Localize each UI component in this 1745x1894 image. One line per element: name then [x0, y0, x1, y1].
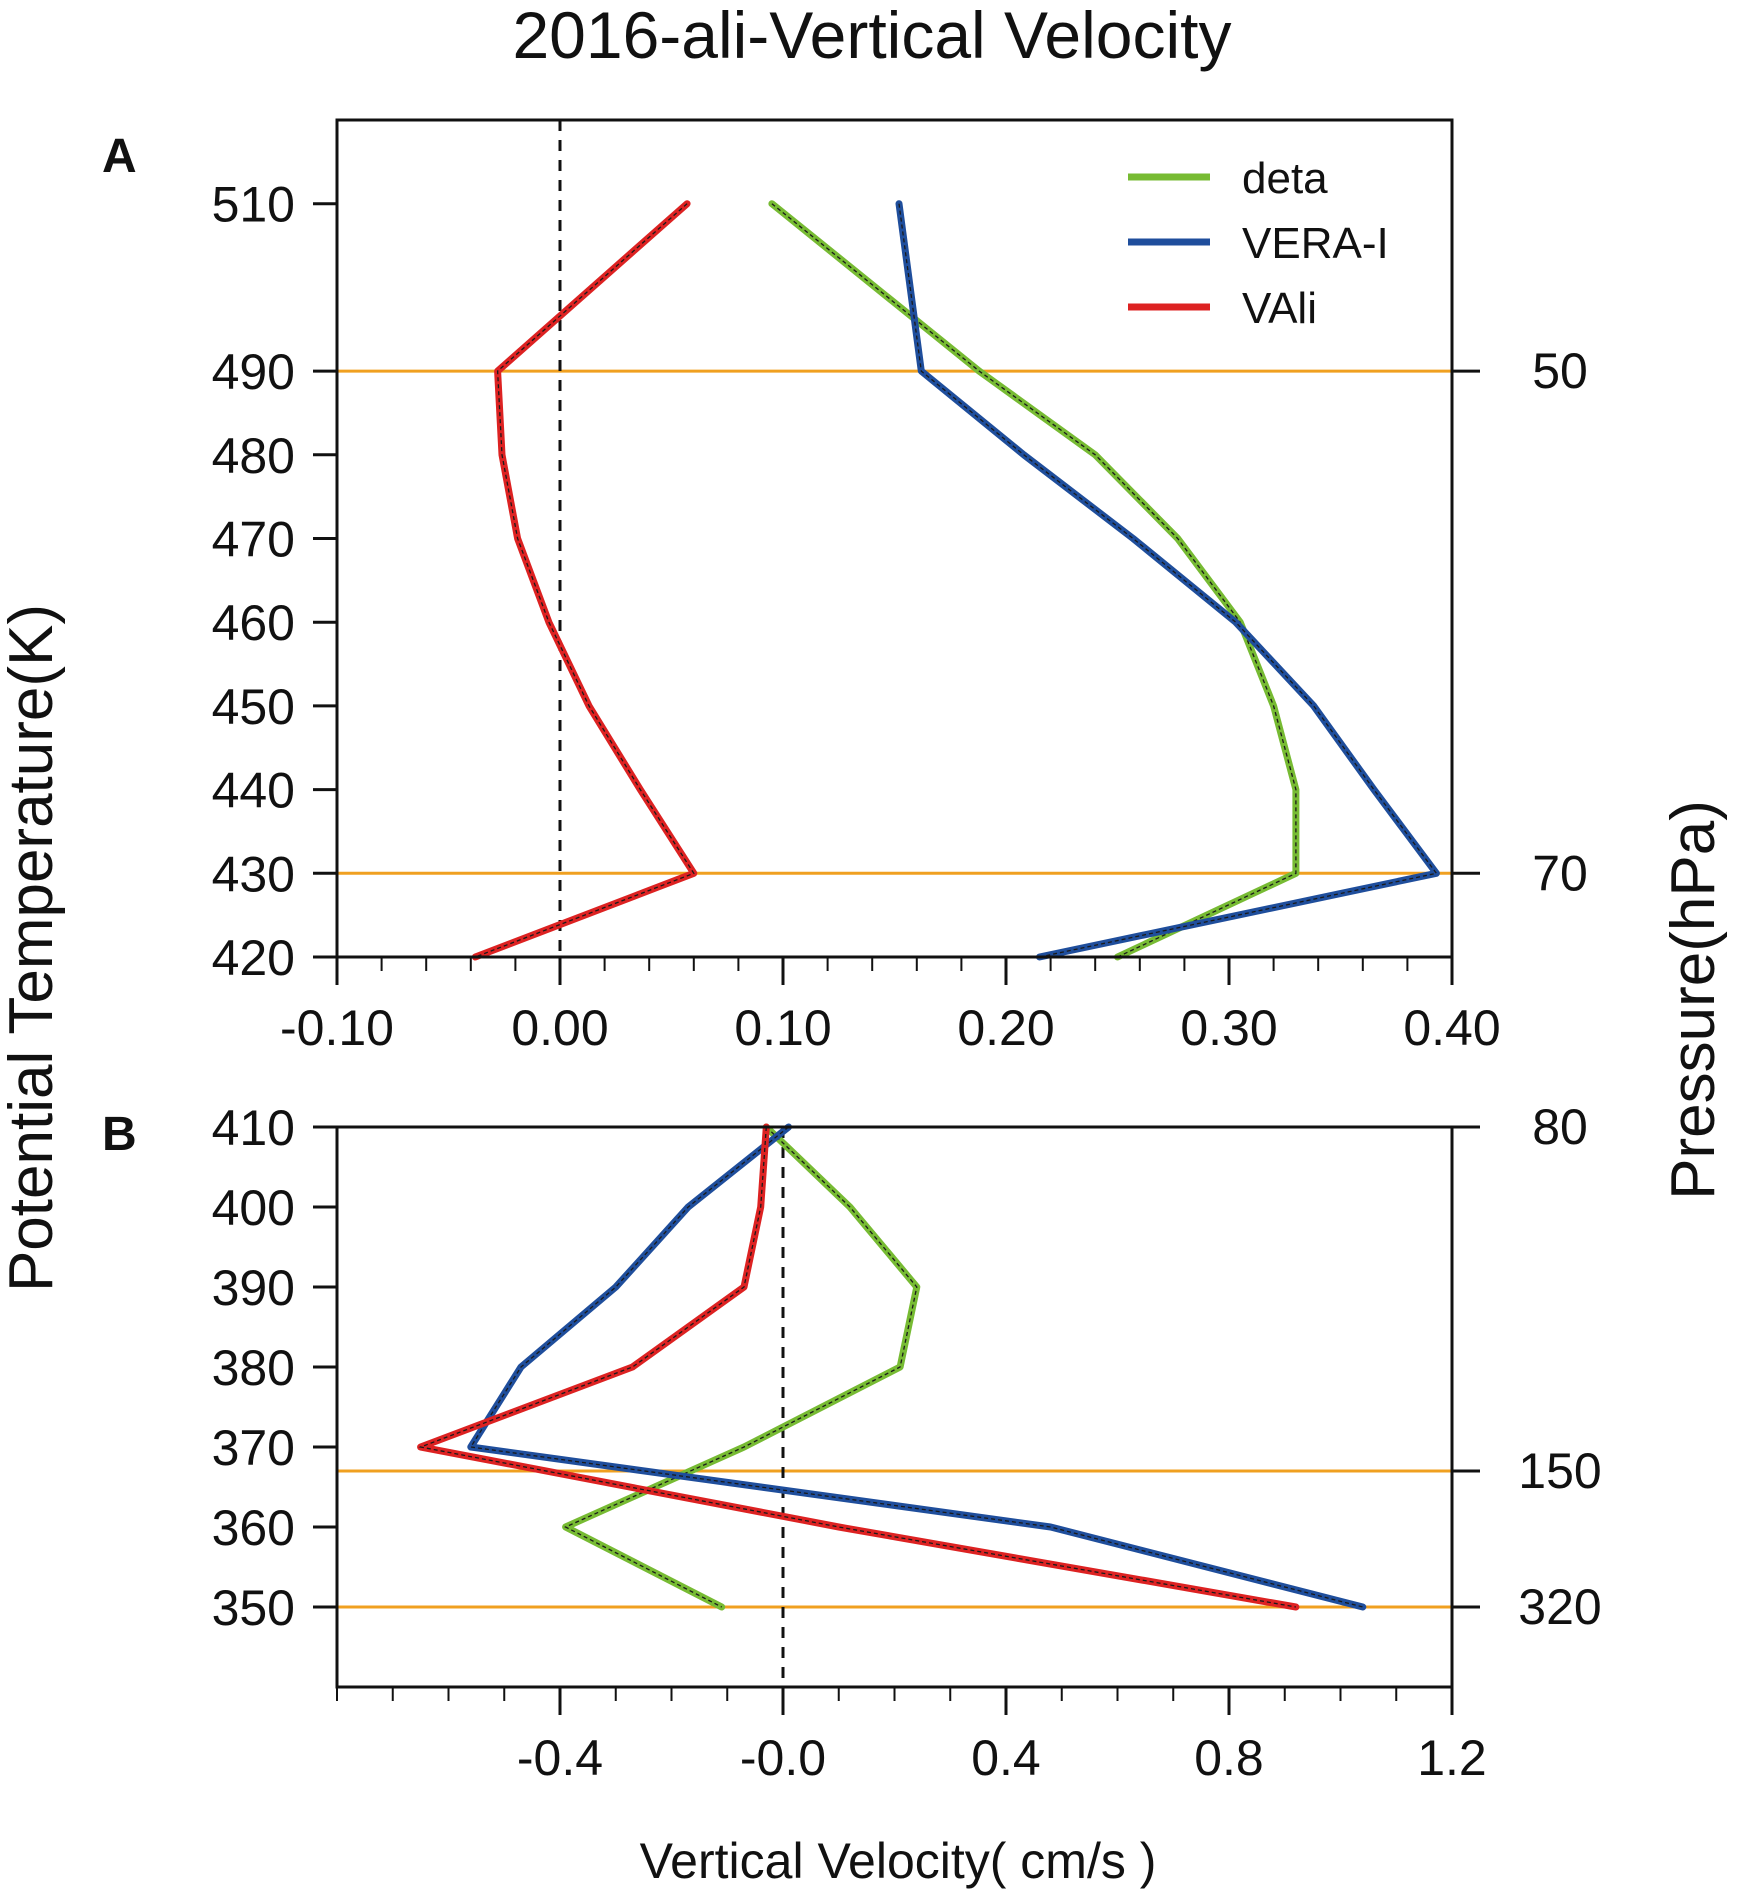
legend-label: VERA-I — [1242, 219, 1389, 268]
panel-a-x-tick-label: 0.30 — [1180, 1000, 1277, 1056]
panel-b-x-tick-label: -0.4 — [517, 1730, 603, 1786]
panel-a-series-vera-i — [895, 200, 1440, 961]
chart-title: 2016-ali-Vertical Velocity — [512, 0, 1231, 72]
panel-b-pressure-label: 80 — [1532, 1099, 1588, 1155]
panel-b-x-tick-label: -0.0 — [740, 1730, 826, 1786]
panel-a-y-tick-label: 480 — [212, 428, 295, 484]
panel-a-series-deta — [768, 200, 1300, 961]
panel-b-x-tick-label: 0.8 — [1194, 1730, 1264, 1786]
panel-b-y-tick-label: 370 — [212, 1420, 295, 1476]
panel-a-y-tick-label: 450 — [212, 679, 295, 735]
panel-a-y-tick-label: 490 — [212, 344, 295, 400]
panel-b-x-tick-label: 1.2 — [1417, 1730, 1487, 1786]
x-axis-label: Vertical Velocity( cm/s ) — [640, 1833, 1157, 1889]
panel-a-pressure-label: 70 — [1532, 845, 1588, 901]
panel-b-pressure-label: 150 — [1518, 1443, 1601, 1499]
panel-a-series-vali — [471, 200, 698, 961]
panel-a-series-vali-core — [475, 203, 695, 958]
panel-a-x-tick-label: 0.10 — [734, 1000, 831, 1056]
y-axis-label: Potential Temperature(K) — [0, 604, 66, 1292]
panel-b-y-tick-label: 390 — [212, 1260, 295, 1316]
panel-b-y-tick-label: 350 — [212, 1580, 295, 1636]
panel-a-x-tick-label: -0.10 — [280, 1000, 394, 1056]
panel-b-series-deta-core — [564, 1126, 918, 1608]
panel-b-series-vali — [417, 1123, 1300, 1611]
panel-a-y-tick-label: 470 — [212, 512, 295, 568]
legend-label: VAli — [1242, 284, 1317, 333]
legend: deta VERA-I VAli — [1128, 154, 1389, 333]
panel-a-series-vera-i-core — [898, 203, 1438, 958]
panel-a-y-tick-label: 440 — [212, 763, 295, 819]
legend-label: deta — [1242, 154, 1328, 203]
panel-a-y-tick-label: 420 — [212, 930, 295, 986]
panel-b-series-vera-i-core — [469, 1126, 1363, 1608]
panel-a-x-tick-label: 0.20 — [957, 1000, 1054, 1056]
panel-a-x-tick-label: 0.00 — [511, 1000, 608, 1056]
panel-a-y-tick-label: 460 — [212, 595, 295, 651]
panel-b-series-vali-core — [418, 1126, 1297, 1608]
panel-b-x-tick-label: 0.4 — [971, 1730, 1041, 1786]
panel-a-series-deta-core — [771, 203, 1297, 958]
panel-b-y-tick-label: 380 — [212, 1340, 295, 1396]
panel-b-label: B — [102, 1108, 137, 1161]
panel-a-label: A — [102, 130, 137, 183]
panel-b-series-vera-i — [467, 1123, 1367, 1611]
panel-a-y-tick-label: 510 — [212, 177, 295, 233]
panel-a: A 50 70 510 490 480 470 460 450 440 430 420 -0.10 0.0… — [102, 118, 1588, 1056]
panel-b-y-tick-label: 360 — [212, 1500, 295, 1556]
panel-a-pressure-label: 50 — [1532, 343, 1588, 399]
panel-b-series-deta — [562, 1123, 921, 1611]
panel-b-y-tick-label: 400 — [212, 1180, 295, 1236]
panel-b-y-tick-label: 410 — [212, 1100, 295, 1156]
panel-a-y-tick-label: 430 — [212, 846, 295, 902]
panel-b: B 80 150 320 410 400 390 380 370 360 350 -0.4 -0.0 0.… — [102, 1099, 1602, 1786]
y-axis-label-right: Pressure(hPa) — [1659, 800, 1728, 1200]
panel-b-pressure-label: 320 — [1518, 1579, 1601, 1635]
panel-a-x-tick-label: 0.40 — [1403, 1000, 1500, 1056]
